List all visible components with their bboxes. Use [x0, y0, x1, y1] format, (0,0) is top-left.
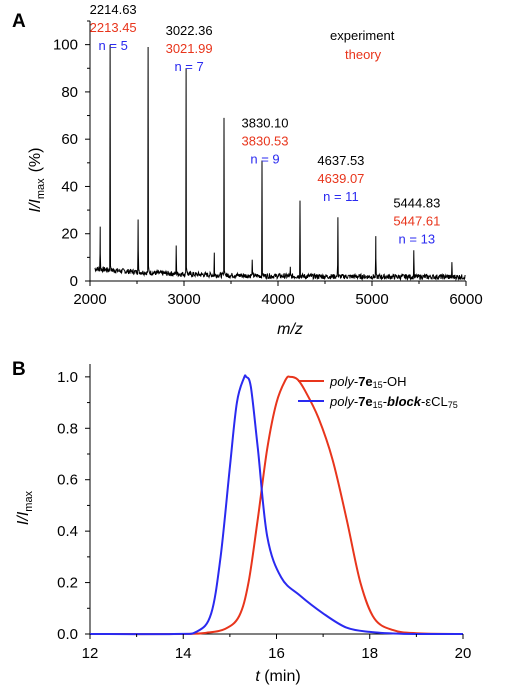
- panel-b-y-tick-label: 0.6: [57, 472, 78, 489]
- annotation-theory-value: 5447.61: [393, 214, 440, 229]
- panel-a-x-ticks: 2000 3000 4000 5000 6000: [73, 281, 483, 308]
- panel-b-x-axis-title: t (min): [255, 668, 300, 685]
- panel-b-x-tick-label: 18: [361, 645, 378, 662]
- panel-b-x-tick-label: 20: [455, 645, 472, 662]
- annotation-experiment-value: 3022.36: [166, 23, 213, 38]
- peak-annotation: 5444.83 5447.61 n = 13: [393, 196, 440, 247]
- panel-a-y-axis-title: I/Imax(%): [27, 147, 47, 212]
- panel-b-y-tick-label: 0.8: [57, 420, 78, 437]
- series-block-copolymer-line: [89, 374, 464, 636]
- series-homopolymer-line: [89, 375, 464, 636]
- panel-b-x-tick-label: 12: [82, 645, 99, 662]
- panel-b-y-axis-title: I/Imax: [15, 490, 35, 525]
- legend-block-copolymer-label: poly-7e15-block-εCL75: [329, 394, 458, 410]
- annotation-experiment-value: 4637.53: [317, 153, 364, 168]
- panel-b-x-ticks: 12 14 16 18 20: [82, 634, 472, 662]
- panel-b-y-ticks: 0.0 0.2 0.4 0.6 0.8 1.0: [57, 369, 90, 643]
- panel-b-legend: poly-7e15-OH poly-7e15-block-εCL75: [298, 374, 458, 410]
- peak-annotation: 3830.10 3830.53 n = 9: [242, 115, 289, 166]
- panel-a-y-ticks: 0 20 40 60 80 100: [53, 20, 90, 290]
- panel-b-y-tick-label: 0.4: [57, 523, 78, 540]
- panel-a-peak-annotations: 2214.63 2213.45 n = 5 3022.36 3021.99 n = 7 38…: [90, 2, 441, 247]
- panel-b-label: B: [12, 359, 26, 380]
- panel-b-x-tick-label: 16: [268, 645, 285, 662]
- peak-annotation: 2214.63 2213.45 n = 5: [90, 2, 137, 53]
- peak-annotation: 3022.36 3021.99 n = 7: [166, 23, 213, 74]
- annotation-experiment-value: 5444.83: [393, 196, 440, 211]
- annotation-repeat-units: n = 9: [250, 151, 279, 166]
- panel-a-y-tick-label: 60: [61, 131, 78, 148]
- panel-a-x-tick-label: 5000: [355, 291, 388, 308]
- legend-theory: theory: [345, 47, 382, 62]
- annotation-repeat-units: n = 13: [399, 232, 436, 247]
- panel-a-x-tick-label: 4000: [261, 291, 294, 308]
- annotation-theory-value: 4639.07: [317, 171, 364, 186]
- panel-a-y-tick-label: 80: [61, 84, 78, 101]
- annotation-theory-value: 3830.53: [242, 133, 289, 148]
- panel-b-x-tick-label: 14: [175, 645, 192, 662]
- panel-b-y-tick-label: 0.0: [57, 626, 78, 643]
- annotation-theory-value: 3021.99: [166, 41, 213, 56]
- panel-a-y-tick-label: 20: [61, 226, 78, 243]
- panel-a-y-tick-label: 0: [70, 273, 78, 290]
- panel-b-y-tick-label: 0.2: [57, 575, 78, 592]
- panel-a-label: A: [12, 11, 26, 32]
- annotation-repeat-units: n = 5: [99, 38, 128, 53]
- panel-a-y-tick-label: 100: [53, 37, 78, 54]
- panel-a-x-tick-label: 2000: [73, 291, 106, 308]
- panel-a-x-axis-title: m/z: [277, 321, 303, 338]
- annotation-repeat-units: n = 11: [323, 189, 359, 204]
- series-experiment-spectrum: [94, 44, 466, 282]
- legend-homopolymer-label: poly-7e15-OH: [329, 374, 407, 390]
- peak-annotation: 4637.53 4639.07 n = 11: [317, 153, 364, 204]
- annotation-repeat-units: n = 7: [174, 59, 203, 74]
- annotation-experiment-value: 2214.63: [90, 2, 137, 17]
- panel-a-y-tick-label: 40: [61, 178, 78, 195]
- annotation-experiment-value: 3830.10: [242, 115, 289, 130]
- panel-a-x-tick-label: 6000: [449, 291, 482, 308]
- panel-a-x-tick-label: 3000: [167, 291, 200, 308]
- panel-b-y-tick-label: 1.0: [57, 369, 78, 386]
- annotation-theory-value: 2213.45: [90, 20, 137, 35]
- legend-experiment: experiment: [330, 28, 395, 43]
